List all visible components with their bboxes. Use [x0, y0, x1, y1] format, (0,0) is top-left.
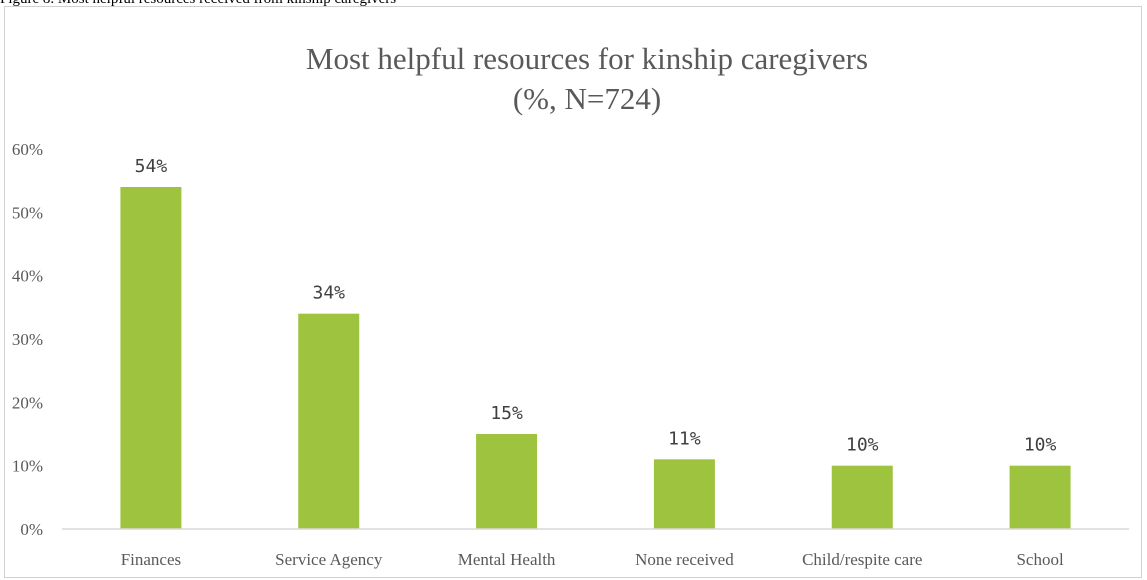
- bar: [298, 313, 360, 529]
- y-tick-label: 60%: [12, 140, 43, 159]
- chart-frame: Most helpful resources for kinship careg…: [4, 6, 1142, 578]
- value-labels: 54% 34% 15% 11% 10% 10%: [135, 156, 1057, 456]
- bar: [831, 465, 893, 529]
- bar: [1009, 465, 1071, 529]
- y-tick-label: 40%: [12, 267, 43, 286]
- chart-title: Most helpful resources for kinship careg…: [306, 41, 868, 76]
- x-tick-label: Child/respite care: [802, 550, 922, 569]
- x-axis: Finances Service Agency Mental Health None …: [62, 528, 1129, 569]
- figure-caption: Figure 8. Most helpful resources receive…: [0, 0, 1147, 11]
- bars: [120, 187, 1071, 529]
- x-tick-label: Finances: [121, 550, 181, 569]
- y-tick-label: 0%: [20, 520, 43, 539]
- y-tick-label: 30%: [12, 330, 43, 349]
- bar: [476, 434, 538, 529]
- bar-value-label: 11%: [668, 428, 701, 449]
- x-tick-label: Service Agency: [275, 550, 383, 569]
- bar-value-label: 10%: [846, 435, 879, 456]
- bar-value-label: 54%: [135, 156, 168, 177]
- y-tick-label: 20%: [12, 393, 43, 412]
- bar-value-label: 15%: [490, 403, 523, 424]
- x-tick-label: Mental Health: [458, 550, 556, 569]
- bar-value-label: 10%: [1024, 435, 1057, 456]
- x-tick-label: School: [1016, 550, 1064, 569]
- y-tick-label: 10%: [12, 457, 43, 476]
- chart-subtitle: (%, N=724): [513, 81, 661, 116]
- y-tick-label: 50%: [12, 203, 43, 222]
- bar: [120, 187, 182, 529]
- bar-value-label: 34%: [312, 283, 345, 304]
- bar: [653, 459, 715, 529]
- x-tick-label: None received: [635, 550, 734, 569]
- bar-chart: Most helpful resources for kinship careg…: [12, 41, 1129, 569]
- y-axis: 0% 10% 20% 30% 40% 50% 60%: [12, 140, 43, 539]
